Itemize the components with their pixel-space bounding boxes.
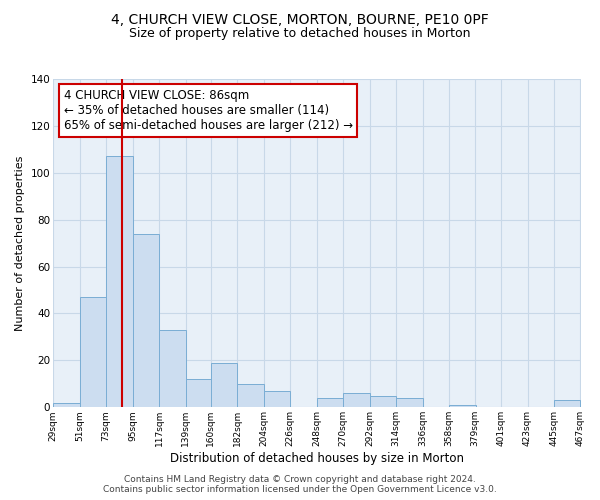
Text: 4, CHURCH VIEW CLOSE, MORTON, BOURNE, PE10 0PF: 4, CHURCH VIEW CLOSE, MORTON, BOURNE, PE… bbox=[111, 12, 489, 26]
Text: Contains HM Land Registry data © Crown copyright and database right 2024.
Contai: Contains HM Land Registry data © Crown c… bbox=[103, 474, 497, 494]
Bar bbox=[159, 330, 185, 407]
Bar bbox=[185, 379, 212, 408]
Bar bbox=[317, 398, 343, 407]
Y-axis label: Number of detached properties: Number of detached properties bbox=[15, 156, 25, 331]
Bar bbox=[211, 362, 238, 408]
Bar bbox=[449, 405, 476, 407]
Bar bbox=[133, 234, 159, 408]
Bar bbox=[554, 400, 580, 407]
Bar bbox=[80, 297, 106, 408]
Bar bbox=[106, 156, 133, 408]
Bar bbox=[238, 384, 264, 407]
Bar bbox=[264, 391, 290, 407]
Bar bbox=[370, 396, 396, 407]
Bar bbox=[53, 402, 80, 407]
Bar bbox=[343, 393, 370, 407]
Text: 4 CHURCH VIEW CLOSE: 86sqm
← 35% of detached houses are smaller (114)
65% of sem: 4 CHURCH VIEW CLOSE: 86sqm ← 35% of deta… bbox=[64, 89, 353, 132]
Text: Size of property relative to detached houses in Morton: Size of property relative to detached ho… bbox=[129, 28, 471, 40]
X-axis label: Distribution of detached houses by size in Morton: Distribution of detached houses by size … bbox=[170, 452, 464, 465]
Bar bbox=[396, 398, 423, 407]
